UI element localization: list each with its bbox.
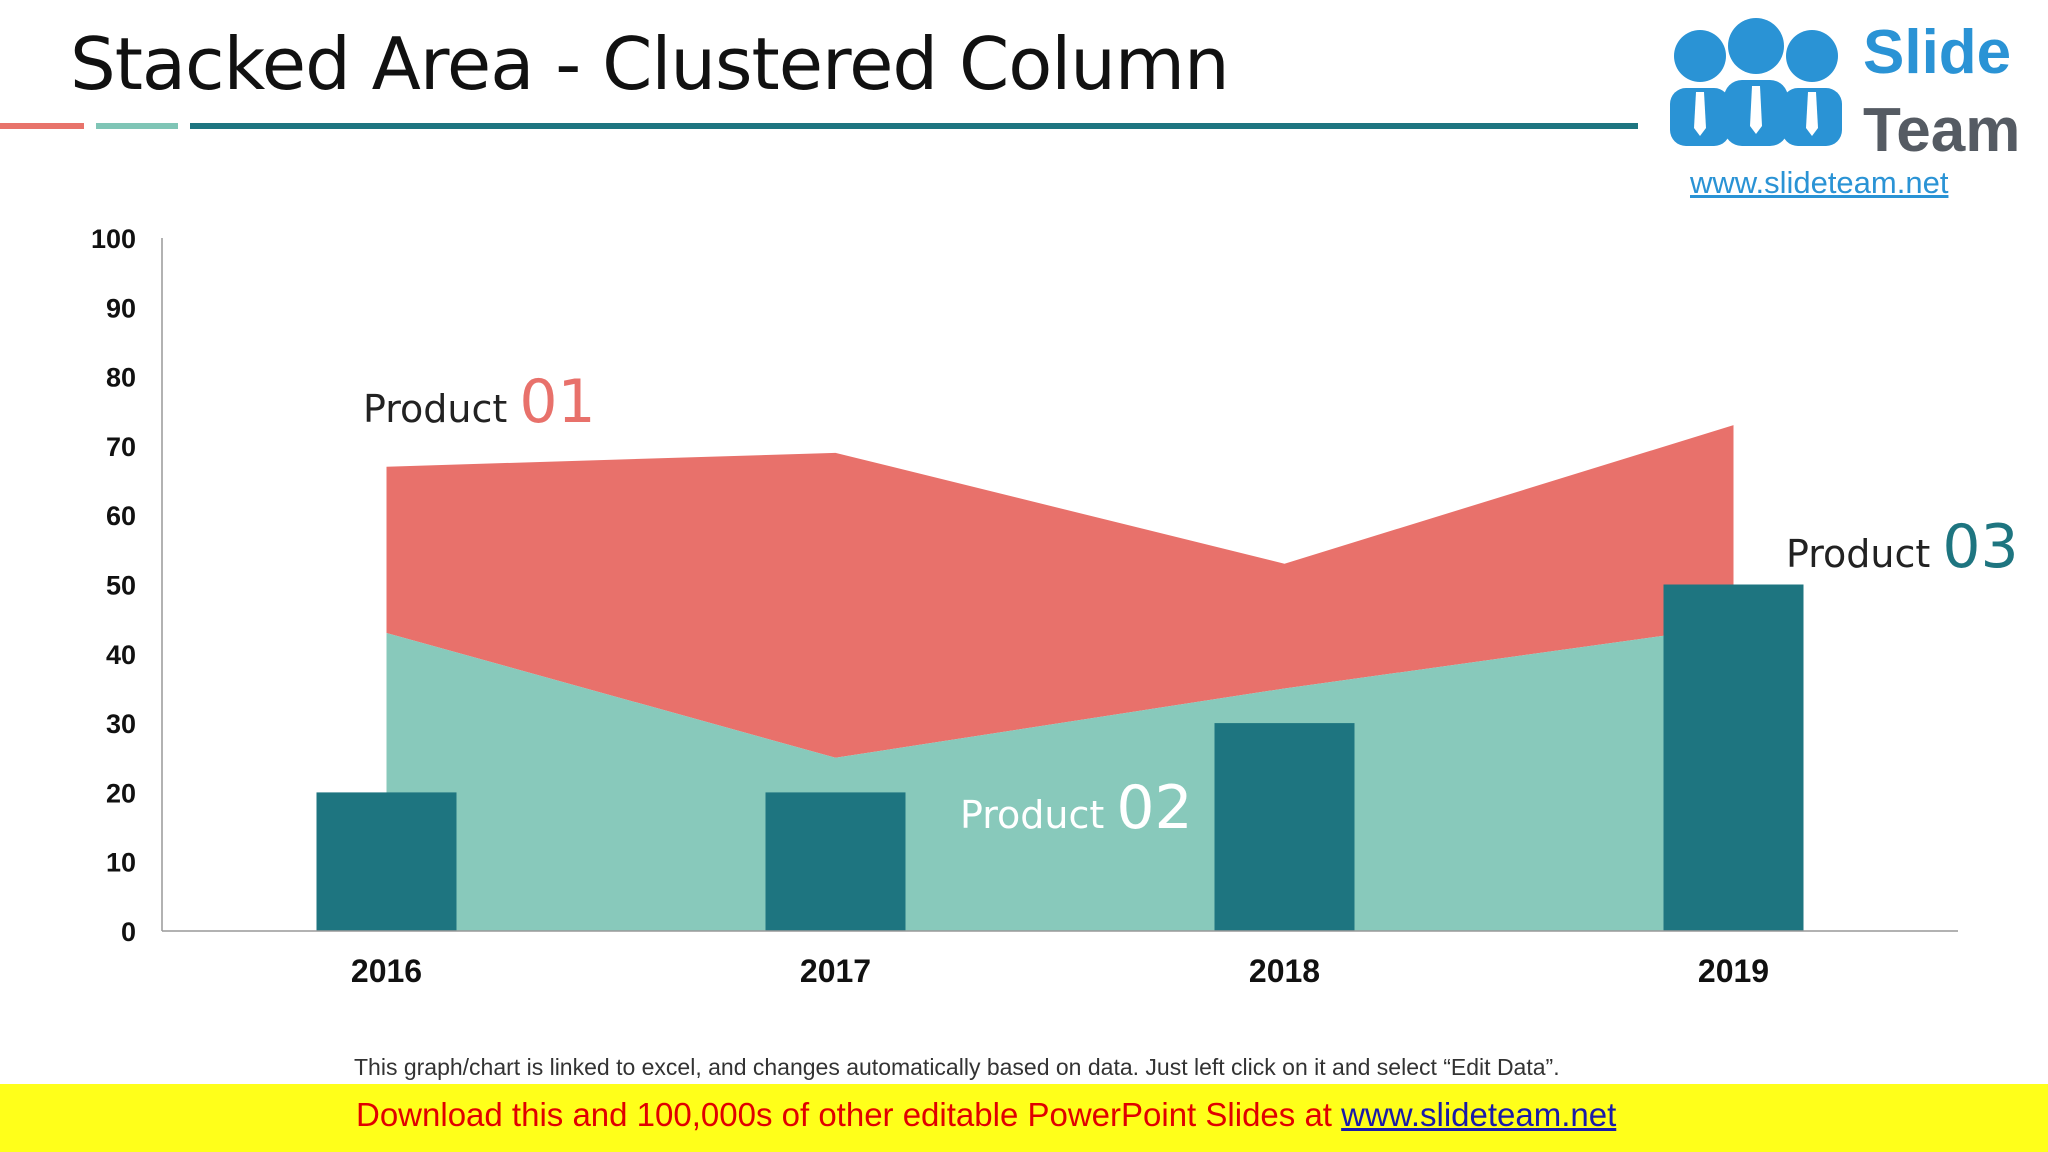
banner-message: Download this and 100,000s of other edit… <box>356 1096 1342 1133</box>
title-rule-red <box>0 123 84 129</box>
product01-label-number: 01 <box>519 367 595 437</box>
product03-columns <box>316 584 1804 931</box>
title-rule-teal <box>190 123 1640 129</box>
product03-column-2018 <box>1214 723 1355 931</box>
y-tick-label: 100 <box>91 224 136 254</box>
people-logo-icon <box>1670 18 1842 146</box>
x-tick-label: 2017 <box>800 953 871 989</box>
product03-column-2019 <box>1663 584 1804 931</box>
x-axis-tick-labels: 2016 2017 2018 2019 <box>351 953 1769 989</box>
product03-label-word: Product <box>1786 532 1942 576</box>
y-tick-label: 70 <box>106 432 136 462</box>
y-tick-label: 80 <box>106 363 136 393</box>
x-tick-label: 2018 <box>1249 953 1320 989</box>
logo-url-link[interactable]: www.slideteam.net <box>1690 165 1949 200</box>
banner-text: Download this and 100,000s of other edit… <box>356 1096 1616 1134</box>
product03-label: Product 03 <box>1786 512 2019 582</box>
y-tick-label: 30 <box>106 709 136 739</box>
product02-area <box>386 626 1734 931</box>
logo-slide-word: Slide <box>1863 18 2012 87</box>
product02-label-number: 02 <box>1116 773 1192 843</box>
y-tick-label: 40 <box>106 640 136 670</box>
title-rule-mint <box>96 123 178 129</box>
x-tick-label: 2019 <box>1698 953 1769 989</box>
slide-title: Stacked Area - Clustered Column <box>70 22 1230 106</box>
product02-label: Product 02 <box>960 773 1193 843</box>
product01-area <box>386 425 1734 758</box>
banner-link[interactable]: www.slideteam.net <box>1341 1096 1617 1133</box>
download-banner: Download this and 100,000s of other edit… <box>0 1084 2048 1152</box>
slideteam-logo[interactable]: Slide Team www.slideteam.net <box>1638 0 2040 200</box>
product01-label-word: Product <box>363 387 519 431</box>
product03-column-2017 <box>765 792 906 931</box>
y-axis-tick-labels: 0 10 20 30 40 50 60 70 80 90 100 <box>91 224 136 947</box>
y-tick-label: 90 <box>106 293 136 323</box>
y-tick-label: 10 <box>106 848 136 878</box>
product01-label: Product 01 <box>363 367 596 437</box>
product02-label-word: Product <box>960 793 1116 837</box>
y-tick-label: 50 <box>106 571 136 601</box>
logo-team-word: Team <box>1863 96 2021 165</box>
y-tick-label: 0 <box>121 917 136 947</box>
x-tick-label: 2016 <box>351 953 422 989</box>
chart-footnote: This graph/chart is linked to excel, and… <box>354 1054 1560 1080</box>
product03-column-2016 <box>316 792 457 931</box>
y-tick-label: 60 <box>106 501 136 531</box>
product03-label-number: 03 <box>1942 512 2018 582</box>
y-tick-label: 20 <box>106 778 136 808</box>
